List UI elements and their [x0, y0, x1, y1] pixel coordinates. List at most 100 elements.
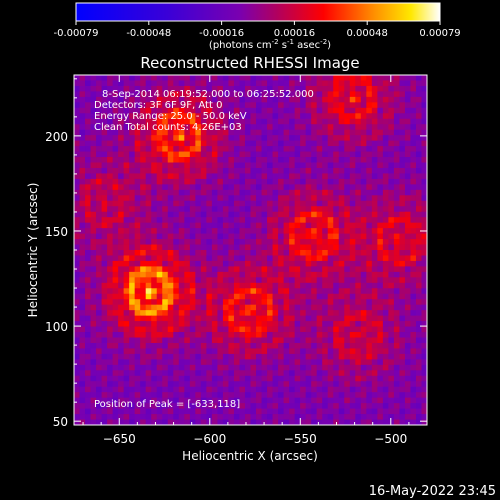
heatmap-cell: [327, 85, 334, 92]
heatmap-cell: [322, 113, 329, 120]
heatmap-cell: [272, 381, 279, 388]
heatmap-cell: [151, 222, 158, 229]
heatmap-cell: [311, 342, 318, 349]
heatmap-cell: [228, 200, 235, 207]
heatmap-cell: [151, 332, 158, 338]
heatmap-cell: [222, 173, 229, 180]
heatmap-cell: [415, 184, 422, 191]
heatmap-cell: [278, 375, 284, 382]
heatmap-cell: [195, 271, 202, 278]
heatmap-cell: [74, 353, 80, 360]
heatmap-cell: [421, 348, 428, 355]
heatmap-cell: [366, 288, 373, 295]
heatmap-cell: [184, 113, 191, 120]
heatmap-cell: [344, 293, 351, 300]
heatmap-cell: [256, 184, 262, 191]
heatmap-cell: [90, 211, 97, 218]
heatmap-cell: [123, 228, 130, 234]
heatmap-cell: [371, 195, 378, 202]
heatmap-cell: [421, 250, 428, 256]
heatmap-cell: [118, 244, 125, 251]
heatmap-cell: [382, 195, 389, 202]
heatmap-cell: [371, 96, 378, 103]
heatmap-cell: [267, 200, 273, 207]
heatmap-cell: [360, 129, 367, 136]
heatmap-cell: [256, 124, 262, 131]
heatmap-cell: [85, 200, 91, 207]
heatmap-cell: [311, 173, 318, 180]
heatmap-cell: [178, 386, 185, 393]
heatmap-cell: [261, 80, 268, 87]
heatmap-cell: [261, 96, 268, 103]
heatmap-cell: [267, 321, 273, 327]
heatmap-cell: [366, 397, 373, 404]
heatmap-cell: [107, 326, 114, 333]
heatmap-cell: [333, 299, 340, 306]
heatmap-cell: [112, 75, 119, 81]
heatmap-cell: [256, 315, 262, 322]
heatmap-cell: [415, 151, 422, 158]
heatmap-cell: [410, 206, 417, 213]
heatmap-cell: [217, 288, 224, 295]
heatmap-cell: [206, 304, 213, 311]
heatmap-cell: [283, 414, 290, 420]
heatmap-cell: [393, 392, 400, 399]
heatmap-cell: [140, 282, 147, 289]
heatmap-cell: [178, 353, 185, 360]
heatmap-cell: [244, 135, 251, 142]
heatmap-cell: [145, 277, 152, 284]
heatmap-cell: [217, 113, 224, 120]
heatmap-cell: [85, 348, 91, 355]
heatmap-cell: [118, 102, 125, 109]
heatmap-cell: [261, 189, 268, 196]
heatmap-cell: [167, 135, 174, 142]
heatmap-cell: [79, 386, 86, 393]
heatmap-cell: [118, 271, 125, 278]
heatmap-cell: [118, 359, 125, 366]
heatmap-cell: [162, 217, 169, 224]
heatmap-cell: [167, 184, 174, 191]
heatmap-cell: [322, 381, 329, 388]
heatmap-cell: [233, 321, 240, 327]
heatmap-cell: [162, 326, 169, 333]
heatmap-cell: [305, 310, 312, 317]
heatmap-cell: [107, 293, 114, 300]
heatmap-cell: [300, 397, 307, 404]
heatmap-cell: [410, 96, 417, 103]
heatmap-cell: [140, 370, 147, 377]
heatmap-cell: [261, 337, 268, 344]
heatmap-cell: [300, 381, 307, 388]
heatmap-cell: [200, 129, 207, 136]
heatmap-cell: [410, 233, 417, 240]
heatmap-cell: [294, 260, 301, 267]
heatmap-cell: [145, 228, 152, 234]
heatmap-cell: [344, 184, 351, 191]
heatmap-cell: [415, 348, 422, 355]
heatmap-cell: [327, 260, 334, 267]
heatmap-cell: [316, 403, 323, 409]
heatmap-cell: [96, 178, 102, 185]
heatmap-cell: [355, 250, 362, 256]
heatmap-cell: [129, 135, 136, 142]
heatmap-cell: [349, 206, 356, 213]
heatmap-cell: [184, 392, 191, 399]
heatmap-cell: [206, 107, 213, 114]
heatmap-cell: [79, 260, 86, 267]
heatmap-cell: [322, 250, 329, 256]
heatmap-cell: [294, 107, 301, 114]
heatmap-cell: [217, 244, 224, 251]
heatmap-cell: [167, 151, 174, 158]
heatmap-cell: [96, 342, 102, 349]
heatmap-cell: [382, 381, 389, 388]
heatmap-cell: [415, 178, 422, 185]
heatmap-cell: [79, 288, 86, 295]
heatmap-cell: [333, 146, 340, 152]
heatmap-cell: [217, 233, 224, 240]
heatmap-cell: [355, 288, 362, 295]
heatmap-cell: [173, 250, 180, 256]
heatmap-cell: [129, 107, 136, 114]
heatmap-cell: [294, 113, 301, 120]
heatmap-cell: [272, 315, 279, 322]
heatmap-cell: [377, 85, 384, 92]
heatmap-cell: [267, 419, 273, 426]
